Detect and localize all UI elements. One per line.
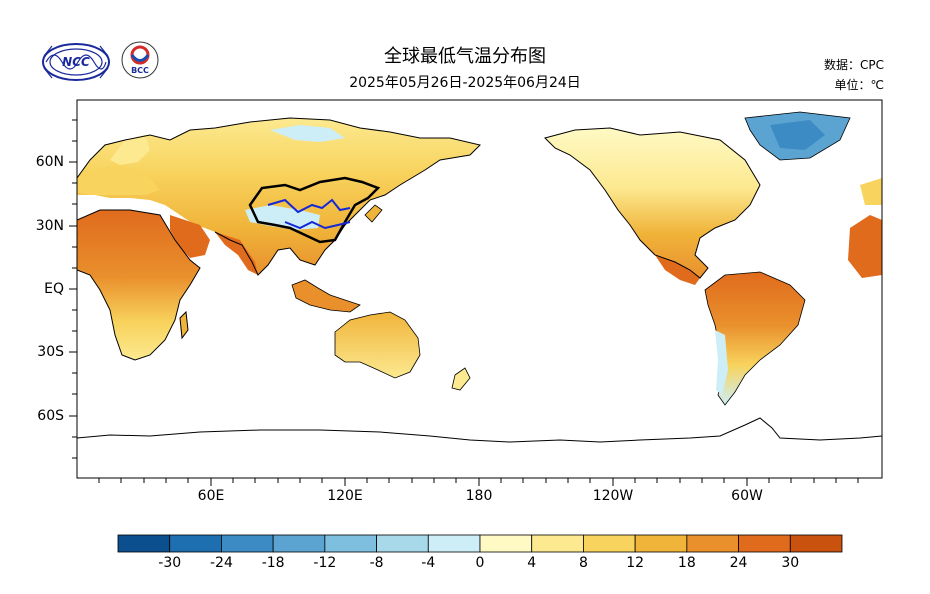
lon-label-120e: 120E [327,488,363,504]
europe-landmass [77,165,160,195]
colorbar-swatch [634,534,688,553]
africa-landmass [77,210,200,360]
north-america-landmass [545,128,760,278]
lon-label-60e: 60E [197,488,225,504]
colorbar-level-label: -30 [158,555,182,571]
colorbar-swatch [221,534,274,553]
colorbar-swatch [169,534,222,553]
colorbar-swatch [479,534,533,553]
southeast-asia-islands [291,279,361,313]
lat-label-30s: 30S [37,344,64,360]
colorbar-level-label: -4 [421,555,436,571]
colorbar-level-label: -18 [261,555,285,571]
central-america [655,255,700,285]
colorbar-level-label: 30 [781,555,800,571]
lon-label-60w: 60W [731,488,763,504]
unit-label: 单位：℃ [834,78,884,92]
colorbar-level-label: 24 [729,555,748,571]
colorbar-level-label: -24 [209,555,233,571]
india-hot-region [215,232,258,275]
andes-cold-strip [715,330,728,395]
colorbar-swatch [324,534,377,553]
greenland-cold-core [770,120,825,150]
colorbar-level-label: -8 [369,555,384,571]
iberia-landmass-east [860,178,882,205]
lat-minor-ticks [69,119,77,459]
arctic-cold-region [270,125,345,142]
arabia-landmass [170,215,210,258]
lon-label-180: 180 [465,488,493,504]
colorbar-swatch [272,534,326,553]
colorbar-level-label: 12 [626,555,645,571]
ncc-logo: NCC [42,43,110,81]
colorbar-swatch [583,534,636,553]
colorbar-swatch [686,534,739,553]
australia-landmass [334,311,421,379]
eurasia-coastline [77,117,481,276]
bcc-logo: BCC [121,41,159,79]
date-range: 2025年05月26日-2025年06月24日 [349,75,581,91]
ncc-logo-text: NCC [62,55,90,69]
yellow-river [267,198,351,214]
bcc-logo-text: BCC [131,66,149,75]
colorbar-swatch [531,534,584,553]
colorbar-swatch [376,534,429,553]
madagascar [179,310,189,340]
colorbar-level-label: 0 [475,555,485,571]
china-border [248,176,381,244]
antarctica-coastline [77,417,882,443]
colorbar-swatch [427,534,481,553]
colorbar-swatch [738,534,791,553]
lat-label-60n: 60N [35,154,64,170]
lat-label-eq: EQ [44,281,64,297]
map-title: 全球最低气温分布图 [384,46,546,67]
lat-label-60s: 60S [37,408,64,424]
yangtze-river [284,220,351,230]
lon-label-120w: 120W [592,488,634,504]
data-source: 数据：CPC [824,58,884,72]
colorbar-level-label: 18 [677,555,696,571]
lat-label-30n: 30N [35,218,64,234]
eurasia-landmass [77,118,480,275]
colorbar-level-label: 8 [578,555,588,571]
africa-coastline [77,209,201,361]
north-america-coastline [544,127,761,279]
colorbar-level-label: 4 [527,555,537,571]
colorbar-swatch [117,534,171,553]
scandinavia-landmass [110,135,150,165]
japan [364,204,383,223]
colorbar-swatch [789,534,843,553]
lon-ticks [98,478,859,486]
west-africa-landmass-east [848,215,882,278]
colorbar-level-label: -12 [313,555,337,571]
new-zealand [451,367,471,391]
